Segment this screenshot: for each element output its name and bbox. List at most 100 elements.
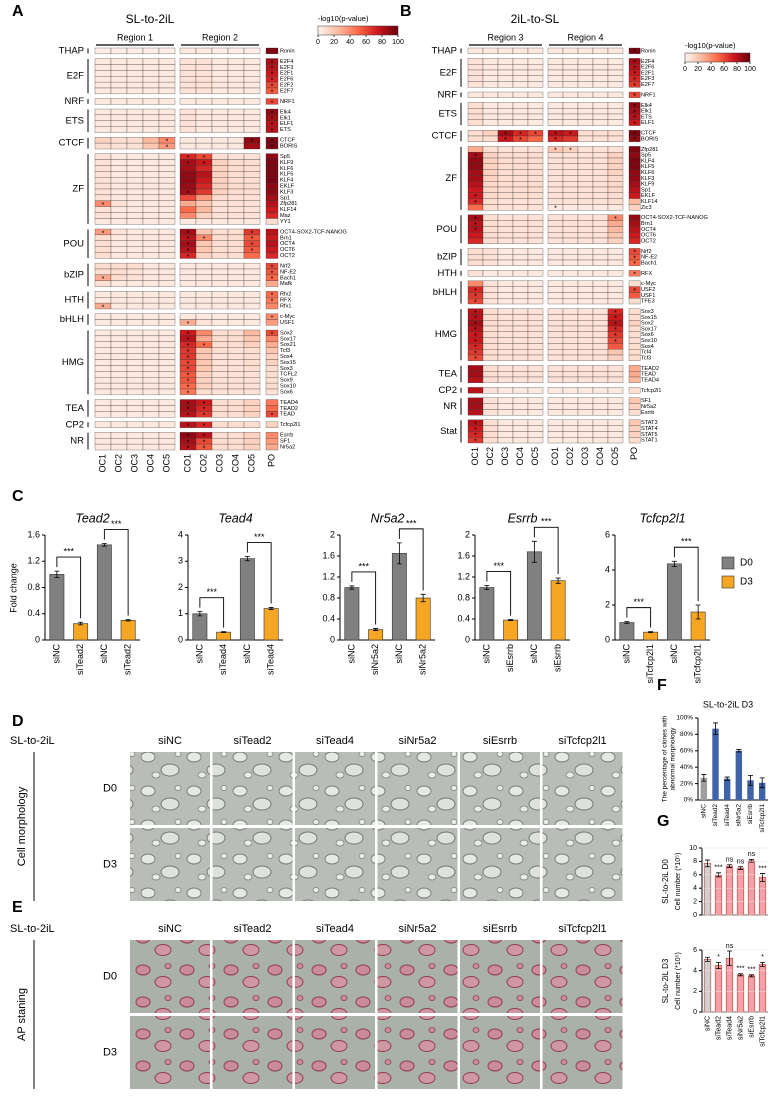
heat-cell [562,314,579,321]
heat-cell [547,169,564,176]
heat-cell [482,81,499,88]
column-label: CO5 [610,447,620,466]
heat-cell [482,419,499,426]
heat-cell [243,126,261,133]
heat-cell [607,108,624,115]
heat-cell [512,58,529,65]
heat-cell [562,286,579,293]
heat-cell [158,280,176,287]
heat-cell [195,388,213,396]
panel-label: E [12,899,23,916]
bar [239,558,255,641]
heat-cell [592,298,609,305]
heat-cell [497,320,514,327]
heat-cell [497,232,514,239]
heat-cell [482,152,499,159]
heat-cell [227,341,245,348]
heat-cell [211,98,229,105]
error-bar [54,570,60,579]
significance-star: * [187,190,190,197]
motif-label: Sox17 [280,336,296,342]
heat-cell [195,177,213,184]
motif-label: OCT2 [280,253,295,259]
heat-cell [592,69,609,76]
heat-cell [577,232,594,239]
heat-cell [126,171,144,178]
heat-cell [126,388,144,396]
heat-cell [562,248,579,255]
heat-cell [126,58,144,65]
y-tick-label: 3 [178,556,183,566]
heat-cell [482,308,499,315]
significance-star: * [187,355,190,362]
heat-cell [110,218,128,225]
heat-cell [497,175,514,182]
error-bar [396,542,402,565]
family-label: NR [70,436,84,447]
motif-label: Zfp281 [280,201,297,207]
heat-cell [211,58,229,65]
heat-cell [227,47,245,55]
motif-label: Rfx2 [280,292,292,298]
significance-star: * [633,288,636,295]
error-bar [713,722,718,735]
error-bar [484,585,490,590]
heat-cell [179,126,197,133]
significance-star: * [187,384,190,391]
heat-cell [592,81,609,88]
motif-label: TEAD2 [641,366,659,372]
heat-cell [592,169,609,176]
heat-cell [126,365,144,372]
significance-label: *** [758,865,766,872]
heat-cell [195,108,213,116]
heat-cell [227,252,245,259]
motif-label: KLF4 [641,158,654,164]
y-tick-label: 100% [676,715,693,722]
heat-cell [142,319,160,326]
motif-label: Nr5a2 [280,445,295,451]
heat-cell [527,64,544,71]
heat-cell [547,157,564,164]
error-bar [727,864,732,868]
significance-star: * [554,137,557,144]
chart-title: Tead4 [218,511,252,525]
heat-cell [592,220,609,227]
heat-cell [142,411,160,418]
heat-cell [562,320,579,327]
column-label: OC4 [515,447,525,466]
heat-cell [227,382,245,390]
column-header: siTcfcp2l1 [558,923,606,935]
heat-cell [562,192,579,199]
heat-cell [243,58,261,65]
heat-cell [243,98,261,105]
heat-cell [628,192,641,199]
heat-cell [547,108,564,115]
x-tick-label: siTcfcp2l1 [693,644,703,684]
heat-cell [628,325,641,332]
error-bar [268,607,274,610]
heat-cell [142,353,160,360]
heat-cell [142,200,160,207]
significance-bracket [351,571,377,625]
significance-label: *** [63,546,74,556]
heat-cell [110,108,128,116]
micrograph [130,752,210,825]
motif-label: OCT2 [641,238,656,244]
heat-cell [497,286,514,293]
heat-cell [497,437,514,444]
heat-cell [527,198,544,205]
heat-cell [195,302,213,310]
heat-cell [628,226,641,233]
significance-star: * [187,367,190,374]
heat-cell [577,286,594,293]
column-label: OC5 [530,447,540,466]
heat-cell [158,70,176,77]
heat-cell [497,259,514,266]
significance-star: * [271,72,274,79]
heat-cell [243,329,261,337]
heat-cell [211,194,229,201]
heat-cell [577,146,594,153]
heat-cell [628,237,641,244]
motif-label: OCT4 [641,227,656,233]
heat-cell [547,198,564,205]
